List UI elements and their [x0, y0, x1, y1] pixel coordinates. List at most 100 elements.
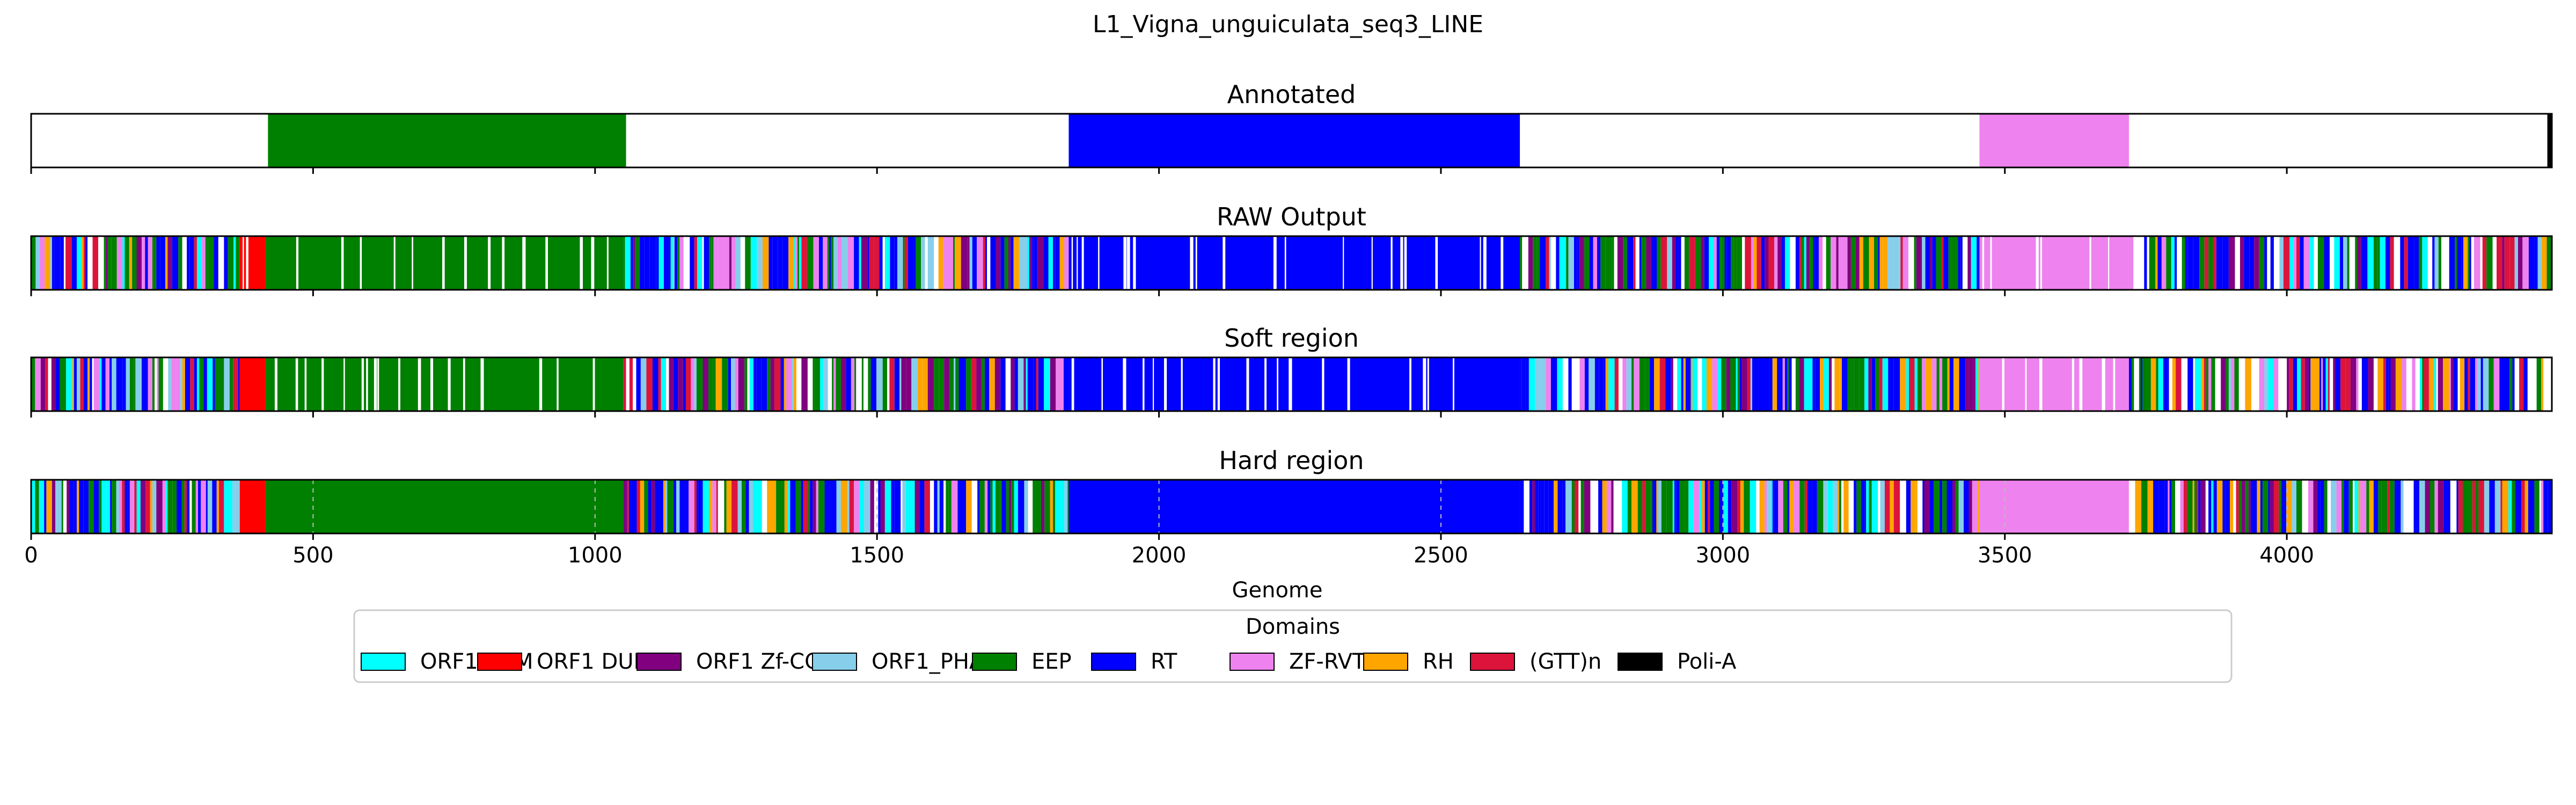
- legend-label-zf-rvt: ZF-RVT: [1289, 649, 1366, 674]
- segment-mixed: [1772, 480, 1779, 533]
- segment-mixed: [837, 236, 841, 290]
- segment-mixed: [2273, 357, 2279, 411]
- segment-mixed: [669, 236, 671, 290]
- segment-mixed: [1747, 480, 1750, 533]
- segment-mixed: [709, 480, 713, 533]
- segment-gap: [1404, 236, 1407, 290]
- segment-mixed: [145, 480, 150, 533]
- segment-mixed: [836, 480, 841, 533]
- segment-mixed: [2208, 236, 2213, 290]
- segment-gap: [1153, 357, 1154, 411]
- segment-mixed: [1784, 357, 1788, 411]
- segment-mixed: [1522, 236, 1528, 290]
- segment-mixed: [2177, 236, 2182, 290]
- segment-mixed: [1019, 236, 1025, 290]
- segment-mixed: [93, 480, 99, 533]
- segment-mixed: [208, 236, 214, 290]
- segment-mixed: [2270, 236, 2274, 290]
- segment-mixed: [656, 236, 659, 290]
- segment-mixed: [1965, 357, 1968, 411]
- segment-mixed: [199, 357, 204, 411]
- segment-mixed: [1916, 236, 1922, 290]
- segment-mixed: [818, 236, 823, 290]
- segment-mixed: [2419, 236, 2423, 290]
- segment-mixed: [2389, 480, 2395, 533]
- segment-mixed: [2381, 480, 2388, 533]
- segment-mixed: [31, 236, 36, 290]
- segment-mixed: [1864, 480, 1867, 533]
- segment-gap: [1071, 236, 1073, 290]
- segment-mixed: [187, 357, 191, 411]
- segment-gap: [1391, 236, 1393, 290]
- segment-mixed: [2500, 480, 2502, 533]
- segment-mixed: [813, 236, 819, 290]
- segment-mixed: [914, 480, 920, 533]
- segment-mixed: [1952, 480, 1956, 533]
- segment-mixed: [1050, 357, 1056, 411]
- segment-mixed: [2249, 236, 2255, 290]
- segment-eep: [268, 114, 626, 167]
- segment-mixed: [2482, 236, 2487, 290]
- segment-mixed: [2468, 357, 2470, 411]
- segment-mixed: [2236, 480, 2239, 533]
- segment-mixed: [989, 357, 995, 411]
- segment-mixed: [1751, 236, 1754, 290]
- segment-mixed: [639, 236, 645, 290]
- segment-mixed: [205, 236, 208, 290]
- segment-mixed: [230, 480, 233, 533]
- segment-mixed: [1909, 357, 1915, 411]
- segment-mixed: [678, 357, 683, 411]
- segment-mixed: [1851, 357, 1854, 411]
- segment-mixed: [1721, 357, 1726, 411]
- segment-mixed: [1953, 357, 1959, 411]
- x-tick-label: 3000: [1695, 543, 1750, 568]
- segment-mixed: [1614, 236, 1618, 290]
- segment-mixed: [177, 357, 180, 411]
- segment-mixed: [2157, 236, 2162, 290]
- segment-mixed: [987, 236, 991, 290]
- segment-mixed: [1839, 480, 1842, 533]
- segment-mixed: [2367, 236, 2374, 290]
- legend-swatch-orf1-rrm: [361, 653, 406, 671]
- segment-mixed: [140, 480, 146, 533]
- segment-mixed: [1717, 357, 1722, 411]
- segment-mixed: [2390, 357, 2396, 411]
- segment-mixed: [2273, 236, 2280, 290]
- segment-mixed: [1646, 236, 1651, 290]
- panel-frame: [30, 479, 2553, 535]
- segment-mixed: [1807, 480, 1812, 533]
- segment-mixed: [1951, 236, 1958, 290]
- segment-gap: [488, 236, 491, 290]
- segment-mixed: [813, 480, 816, 533]
- segment-mixed: [2233, 480, 2236, 533]
- segment-mixed: [859, 236, 861, 290]
- segment-mixed: [1745, 236, 1751, 290]
- segment-mixed: [1804, 357, 1807, 411]
- segment-mixed: [741, 480, 746, 533]
- panel-raw-output: RAW Output: [30, 202, 2553, 296]
- segment-gap: [1213, 357, 1216, 411]
- segment-mixed: [2512, 480, 2515, 533]
- segment-mixed: [2395, 357, 2402, 411]
- panel-title: Hard region: [1219, 446, 1364, 475]
- segment-mixed: [1520, 236, 1523, 290]
- segment-mixed: [2415, 357, 2420, 411]
- segment-mixed: [2388, 357, 2391, 411]
- segment-mixed: [83, 357, 88, 411]
- segment-mixed: [83, 480, 89, 533]
- segment-mixed: [100, 357, 102, 411]
- segment-mixed: [1053, 480, 1056, 533]
- segment-mixed: [2238, 357, 2245, 411]
- panel-frame: [30, 113, 2553, 169]
- segment-mixed: [1854, 480, 1857, 533]
- segment-gap: [2025, 357, 2027, 411]
- segment-mixed: [69, 480, 74, 533]
- segment-mixed: [1823, 480, 1828, 533]
- segment-mixed: [1721, 236, 1725, 290]
- segment-mixed: [2469, 480, 2472, 533]
- segment-mixed: [1893, 236, 1899, 290]
- segment-mixed: [39, 236, 45, 290]
- segment-mixed: [2377, 236, 2380, 290]
- segment-mixed: [1654, 357, 1660, 411]
